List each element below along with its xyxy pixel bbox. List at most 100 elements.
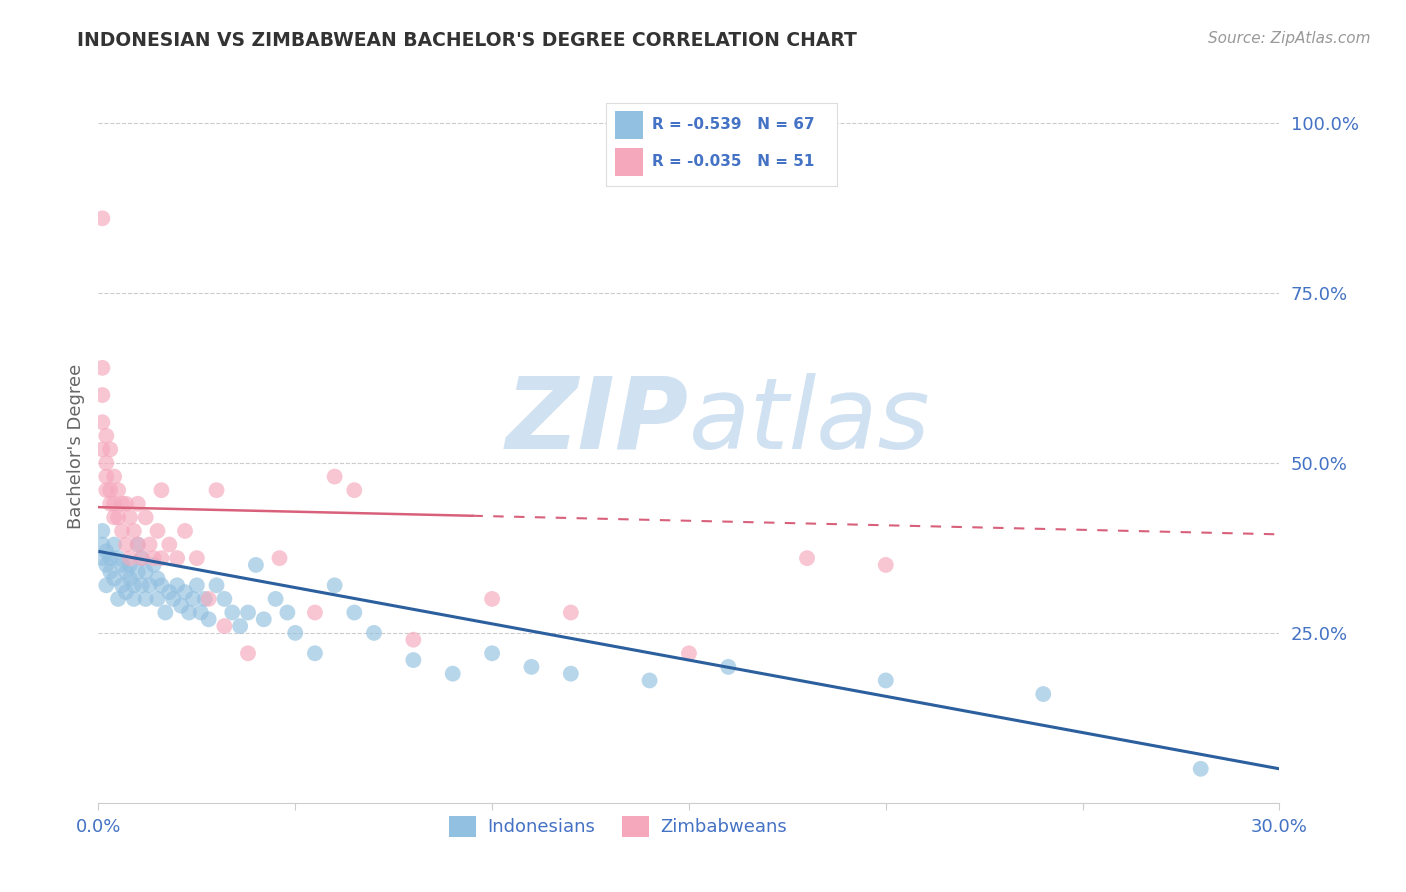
Point (236, 606, 259, 620)
Point (107, 483, 129, 498)
Point (253, 612, 276, 626)
Point (98, 551, 121, 566)
Point (363, 626, 385, 640)
Point (138, 537, 160, 551)
Point (190, 606, 212, 620)
Point (91, 524, 114, 538)
Point (127, 537, 149, 551)
Point (481, 646, 503, 660)
Point (236, 646, 259, 660)
Point (103, 510, 125, 524)
Point (875, 558, 897, 572)
Point (194, 591, 217, 606)
Point (142, 551, 165, 566)
Point (304, 646, 326, 660)
Point (197, 591, 219, 606)
Point (214, 591, 236, 606)
Point (138, 578, 160, 592)
Point (127, 497, 149, 511)
Point (181, 591, 204, 606)
Point (91, 388, 114, 402)
Point (343, 606, 366, 620)
Point (214, 619, 236, 633)
Point (107, 591, 129, 606)
Point (103, 469, 125, 483)
Point (127, 565, 149, 579)
Point (103, 497, 125, 511)
Point (103, 572, 125, 586)
Point (122, 578, 145, 592)
Point (115, 537, 138, 551)
Point (166, 551, 188, 566)
Point (96, 483, 118, 498)
Point (402, 653, 425, 667)
Point (717, 660, 740, 674)
Point (638, 673, 661, 688)
Point (107, 510, 129, 524)
Point (186, 578, 208, 592)
Point (343, 483, 366, 498)
Point (174, 585, 197, 599)
Point (162, 591, 184, 606)
Point (481, 591, 503, 606)
Point (118, 551, 141, 566)
Point (135, 591, 157, 606)
Point (402, 632, 425, 647)
Point (276, 606, 298, 620)
Point (205, 578, 228, 592)
Point (91, 551, 114, 566)
Point (131, 578, 153, 592)
Point (197, 612, 219, 626)
Point (91, 211, 114, 226)
Point (1189, 762, 1212, 776)
Point (284, 626, 307, 640)
Point (678, 646, 700, 660)
Point (264, 591, 287, 606)
Point (229, 619, 252, 633)
Point (111, 524, 134, 538)
Point (323, 469, 346, 483)
Point (1032, 687, 1054, 701)
Point (115, 565, 138, 579)
Point (146, 572, 169, 586)
Point (146, 524, 169, 538)
Point (131, 551, 153, 566)
Point (221, 606, 243, 620)
Point (150, 578, 173, 592)
Point (122, 524, 145, 538)
Text: INDONESIAN VS ZIMBABWEAN BACHELOR'S DEGREE CORRELATION CHART: INDONESIAN VS ZIMBABWEAN BACHELOR'S DEGR… (77, 31, 858, 50)
Point (875, 673, 897, 688)
Point (91, 537, 114, 551)
Point (205, 483, 228, 498)
Point (157, 537, 180, 551)
Point (98, 565, 121, 579)
Point (170, 599, 193, 613)
Point (96, 469, 118, 483)
Text: atlas: atlas (689, 373, 931, 469)
Point (91, 360, 114, 375)
Point (98, 497, 121, 511)
Point (96, 544, 118, 558)
Point (186, 551, 208, 566)
Point (155, 606, 177, 620)
Point (269, 551, 291, 566)
Point (796, 551, 818, 566)
Point (135, 565, 157, 579)
Point (177, 606, 200, 620)
Point (96, 578, 118, 592)
Point (157, 585, 180, 599)
Text: ZIP: ZIP (506, 373, 689, 469)
Point (166, 578, 188, 592)
Point (98, 442, 121, 457)
Point (111, 497, 134, 511)
Point (91, 415, 114, 429)
Y-axis label: Bachelor's Degree: Bachelor's Degree (66, 363, 84, 529)
Point (174, 524, 197, 538)
Point (560, 666, 582, 681)
Legend: Indonesians, Zimbabweans: Indonesians, Zimbabweans (441, 808, 794, 844)
Point (127, 537, 149, 551)
Point (91, 442, 114, 457)
Point (142, 558, 165, 572)
Point (115, 497, 138, 511)
Point (441, 666, 464, 681)
